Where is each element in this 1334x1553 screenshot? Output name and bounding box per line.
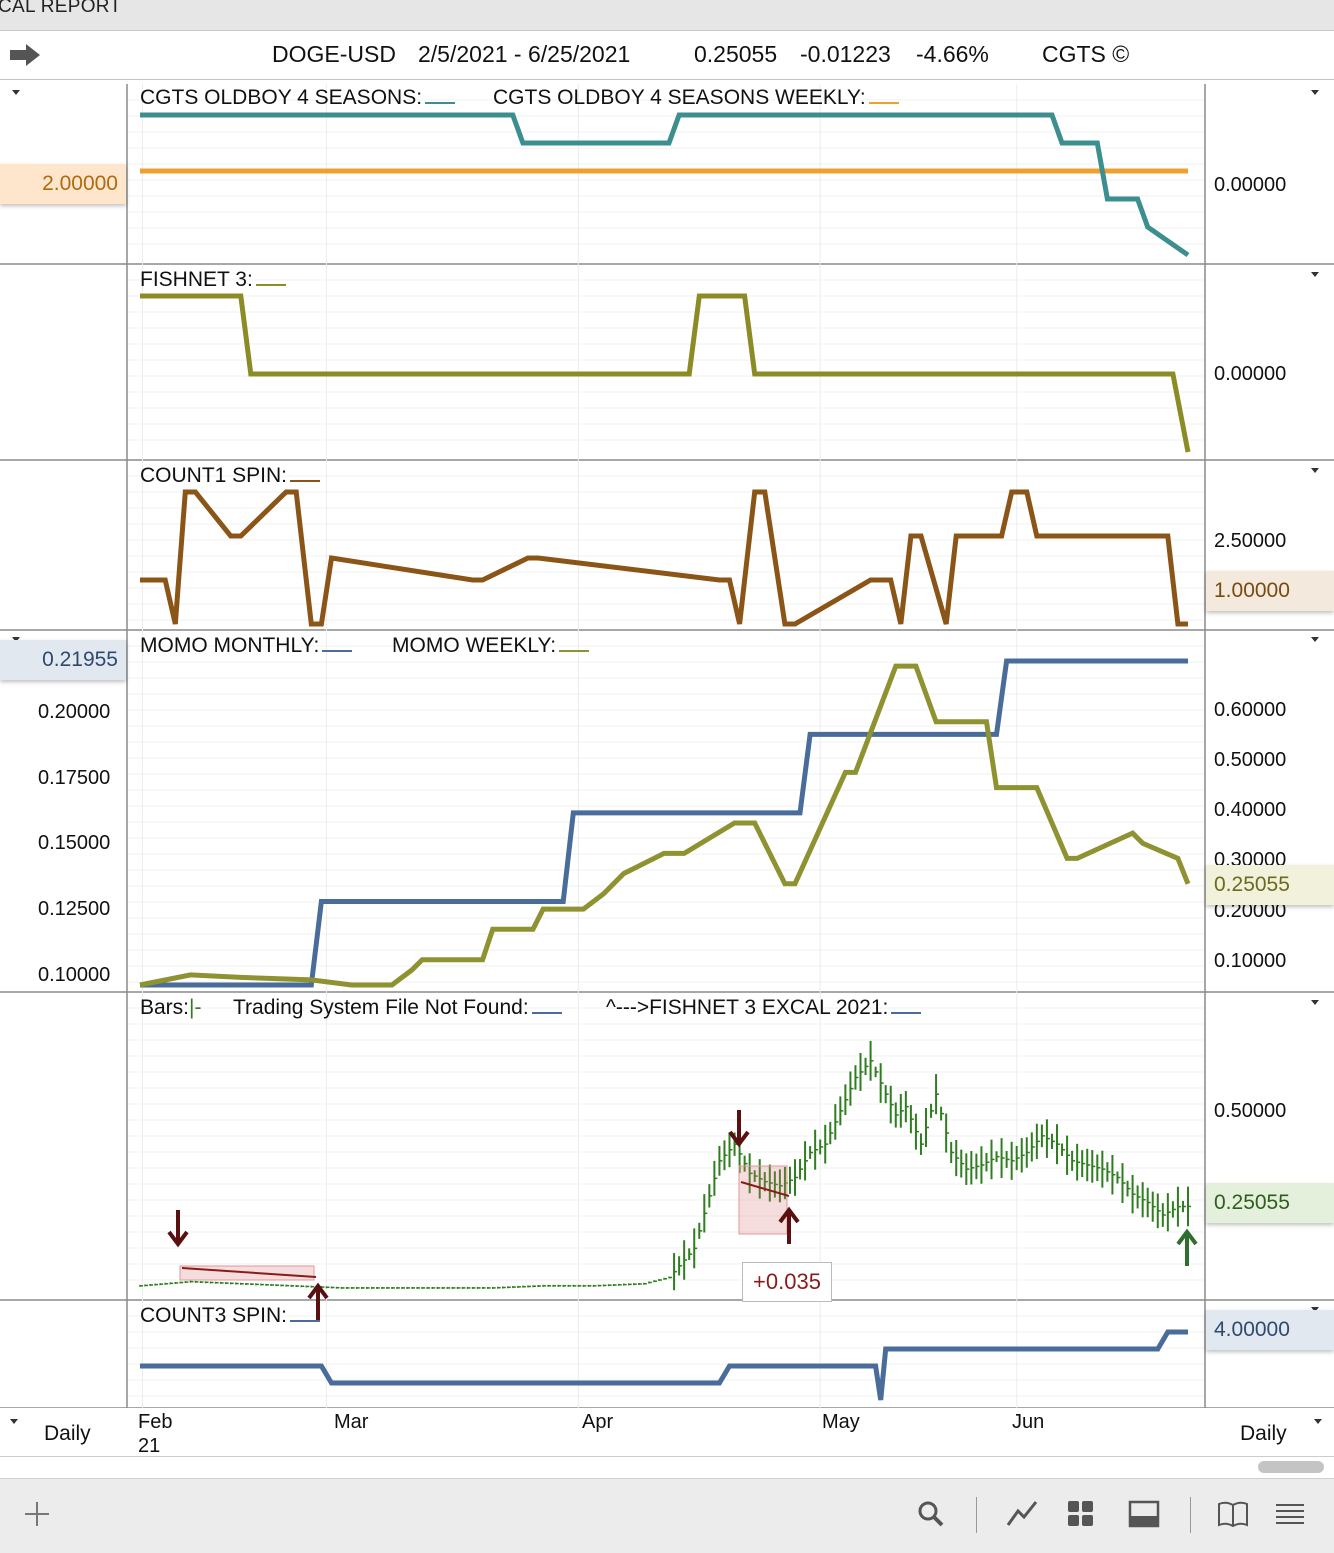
count3-line <box>140 1329 1188 1401</box>
pane1-right-menu-icon[interactable] <box>1311 90 1319 95</box>
down-arrow-2 <box>728 1110 750 1148</box>
momo-left-tick-0: 0.20000 <box>38 701 111 723</box>
trade-line-2 <box>740 1181 790 1197</box>
up-arrow-3 <box>1176 1228 1198 1266</box>
momo-right-tick-1: 0.50000 <box>1214 749 1287 771</box>
down-arrow-1 <box>167 1210 189 1248</box>
x-label-feb: Feb <box>138 1411 173 1433</box>
count3-label: COUNT3 SPIN: <box>140 1304 321 1328</box>
pane3-right-menu-icon[interactable] <box>1311 468 1319 473</box>
left-interval-menu-icon[interactable] <box>10 1419 18 1424</box>
trading-system-label: Trading System File Not Found: <box>233 996 562 1020</box>
x-axis: Daily Daily Feb 21 Mar Apr May Jun <box>0 1408 1334 1457</box>
right-interval-menu-icon[interactable] <box>1314 1419 1322 1424</box>
up-arrow-1 <box>307 1282 329 1320</box>
oldboy-label: CGTS OLDBOY 4 SEASONS: <box>140 86 456 110</box>
count1-label: COUNT1 SPIN: <box>140 464 321 488</box>
chart-header: DOGE-USD 2/5/2021 - 6/25/2021 0.25055 -0… <box>0 31 1334 80</box>
right-interval-label[interactable]: Daily <box>1240 1422 1287 1445</box>
trade-profit-label: +0.035 <box>742 1262 832 1302</box>
fishnet-label: FISHNET 3: <box>140 268 286 292</box>
momo-left-tick-2: 0.15000 <box>38 832 111 854</box>
x-label-may: May <box>822 1411 860 1433</box>
book-icon[interactable] <box>1216 1499 1250 1529</box>
window-titlebar: CAL REPORT <box>0 0 1334 31</box>
oldboy-left-tag: 2.00000 <box>0 164 126 204</box>
symbol-label: DOGE-USD <box>272 41 396 67</box>
momo-monthly-label: MOMO MONTHLY: <box>140 634 353 658</box>
x-label-year: 21 <box>138 1435 161 1457</box>
count1-right-tick: 2.50000 <box>1214 530 1287 552</box>
momo-right-tick-5: 0.10000 <box>1214 950 1287 972</box>
pane4-right-menu-icon[interactable] <box>1311 637 1319 642</box>
pane1-left-menu-icon[interactable] <box>12 90 20 95</box>
price-right-tag: 0.25055 <box>1206 1183 1334 1223</box>
pane4-left-menu-icon[interactable] <box>12 637 20 642</box>
line-chart-icon[interactable] <box>1006 1499 1038 1529</box>
menu-lines-icon[interactable] <box>1274 1499 1306 1529</box>
add-icon[interactable] <box>22 1499 52 1529</box>
left-interval-label[interactable]: Daily <box>44 1422 91 1445</box>
momo-weekly-line <box>139 663 1191 988</box>
change-pct-label: -4.66% <box>916 41 989 67</box>
momo-left-tick-3: 0.12500 <box>38 898 111 920</box>
toolbar-divider-2 <box>1190 1497 1191 1533</box>
trade-box-2 <box>738 1165 788 1235</box>
bars-glyph: |- <box>189 996 202 1019</box>
count3-right-tag: 4.00000 <box>1206 1310 1334 1350</box>
pane2-right-menu-icon[interactable] <box>1311 272 1319 277</box>
momo-left-tick-1: 0.17500 <box>38 767 111 789</box>
toolbar-divider <box>976 1497 977 1533</box>
search-icon[interactable] <box>916 1499 946 1529</box>
oldboy-weekly-label: CGTS OLDBOY 4 SEASONS WEEKLY: <box>493 86 899 110</box>
fishnet-excal-label: ^--->FISHNET 3 EXCAL 2021: <box>606 996 922 1020</box>
panel-layout-icon[interactable] <box>1128 1499 1162 1529</box>
arrow-right-icon[interactable] <box>8 41 42 69</box>
bars-label: Bars:|- <box>140 996 202 1019</box>
date-range-label: 2/5/2021 - 6/25/2021 <box>418 41 631 67</box>
bottom-toolbar <box>0 1478 1334 1553</box>
window-title: CAL REPORT <box>0 0 122 17</box>
x-label-mar: Mar <box>334 1411 369 1433</box>
grid-layout-icon[interactable] <box>1066 1499 1096 1529</box>
momo-monthly-line <box>140 658 1188 988</box>
fishnet-right-tick: 0.00000 <box>1214 363 1287 385</box>
change-label: -0.01223 <box>800 41 891 67</box>
x-label-apr: Apr <box>582 1411 614 1433</box>
price-right-tick: 0.50000 <box>1214 1100 1287 1122</box>
momo-right-tick-2: 0.40000 <box>1214 799 1287 821</box>
trade-line-1 <box>181 1267 317 1278</box>
pane6-right-menu-icon[interactable] <box>1311 1307 1319 1312</box>
momo-left-tick-4: 0.10000 <box>38 964 111 986</box>
brand-label: CGTS © <box>1042 41 1130 67</box>
momo-weekly-label: MOMO WEEKLY: <box>392 634 590 658</box>
last-price-label: 0.25055 <box>694 41 778 67</box>
horizontal-scrollbar[interactable] <box>1258 1461 1324 1473</box>
count1-right-tag: 1.00000 <box>1206 571 1334 611</box>
momo-left-tag: 0.21955 <box>0 640 126 680</box>
momo-right-tick-0: 0.60000 <box>1214 699 1287 721</box>
momo-right-tick-4: 0.20000 <box>1214 900 1287 922</box>
oldboy-right-tick: 0.00000 <box>1214 174 1287 196</box>
up-arrow-2 <box>778 1206 800 1244</box>
pane5-right-menu-icon[interactable] <box>1311 1000 1319 1005</box>
x-label-jun: Jun <box>1012 1411 1045 1433</box>
momo-right-tag: 0.25055 <box>1206 865 1334 905</box>
oldboy-line <box>140 112 1190 258</box>
fishnet-line <box>140 293 1191 453</box>
count1-line <box>140 489 1188 627</box>
